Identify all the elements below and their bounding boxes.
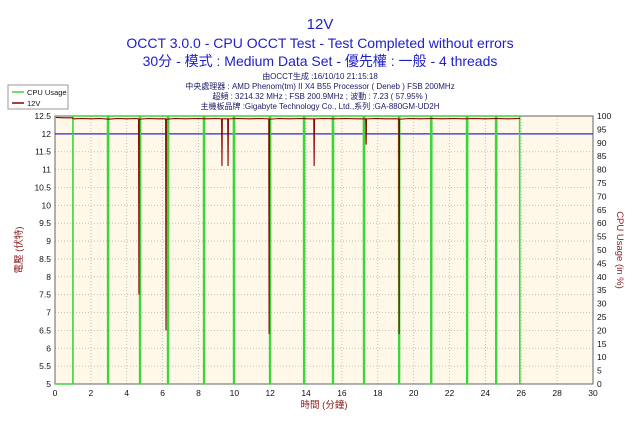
right-axis-tick-label: 25 xyxy=(597,312,607,322)
right-axis-tick-label: 45 xyxy=(597,258,607,268)
x-axis-tick-label: 24 xyxy=(481,388,491,398)
right-axis-tick-label: 35 xyxy=(597,285,607,295)
legend-label-12v: 12V xyxy=(27,99,40,108)
series-lines xyxy=(55,115,521,385)
x-axis-tick-label: 6 xyxy=(160,388,165,398)
right-axis-tick-label: 70 xyxy=(597,191,607,201)
right-axis-tick-label: 80 xyxy=(597,165,607,175)
right-axis-tick-label: 85 xyxy=(597,151,607,161)
series-line-12v xyxy=(55,116,521,334)
info-generated: 由OCCT生成 :16/10/10 21:15:18 xyxy=(262,71,378,81)
left-axis-tick-labels: 5 5.5 6 6.5 7 7.5 8 8.5 9 9.5 10 10.5 11 11.5 12 12.5 xyxy=(34,111,51,389)
left-axis-tick-label: 6 xyxy=(46,343,51,353)
x-axis-tick-label: 8 xyxy=(196,388,201,398)
right-axis-tick-label: 30 xyxy=(597,299,607,309)
x-axis-tick-label: 12 xyxy=(265,388,275,398)
right-axis-tick-label: 75 xyxy=(597,178,607,188)
x-axis-tick-label: 16 xyxy=(337,388,347,398)
x-axis-tick-label: 2 xyxy=(88,388,93,398)
x-axis-title: 時間 (分鐘) xyxy=(301,399,348,411)
right-axis-tick-label: 65 xyxy=(597,205,607,215)
left-axis-tick-label: 11 xyxy=(42,165,51,175)
right-axis-tick-label: 40 xyxy=(597,272,607,282)
plot-area xyxy=(55,116,593,384)
left-axis-tick-label: 5.5 xyxy=(39,361,51,371)
series-line-cpu-usage xyxy=(55,115,521,385)
x-axis-tick-label: 14 xyxy=(301,388,311,398)
chart-subtitle-settings: 30分 - 模式 : Medium Data Set - 優先權 : 一般 - … xyxy=(143,53,498,69)
left-axis-tick-label: 9.5 xyxy=(39,218,51,228)
x-axis-tick-label: 26 xyxy=(517,388,527,398)
left-axis-tick-label: 8.5 xyxy=(39,254,51,264)
x-axis-tick-label: 28 xyxy=(552,388,562,398)
left-axis-tick-label: 8 xyxy=(46,272,51,282)
left-axis-tick-label: 12.5 xyxy=(34,111,51,121)
right-axis-tick-label: 90 xyxy=(597,138,607,148)
chart-title: 12V xyxy=(307,16,334,33)
right-axis-tick-label: 60 xyxy=(597,218,607,228)
right-axis-tick-label: 0 xyxy=(597,379,602,389)
right-axis-tick-label: 10 xyxy=(597,352,607,362)
left-axis-tick-label: 11.5 xyxy=(35,147,51,157)
legend-label-cpu-usage: CPU Usage xyxy=(27,88,67,97)
legend-box xyxy=(7,84,69,110)
x-axis-tick-label: 20 xyxy=(409,388,419,398)
right-axis-tick-label: 95 xyxy=(597,124,607,134)
left-axis-tick-label: 5 xyxy=(46,379,51,389)
left-axis-tick-label: 10.5 xyxy=(34,182,51,192)
left-axis-tick-label: 10 xyxy=(42,200,52,210)
right-axis-tick-label: 20 xyxy=(597,325,607,335)
left-axis-title: 電壓 (伏特) xyxy=(13,227,25,274)
x-axis-tick-label: 18 xyxy=(373,388,383,398)
info-cpu: 中央處理器 : AMD Phenom(tm) II X4 B55 Process… xyxy=(185,81,454,91)
x-axis-tick-label: 30 xyxy=(588,388,598,398)
left-axis-tick-label: 7 xyxy=(46,308,51,318)
right-axis-tick-label: 100 xyxy=(597,111,611,121)
chart-subtitle-test: OCCT 3.0.0 - CPU OCCT Test - Test Comple… xyxy=(126,35,513,51)
left-axis-tick-label: 6.5 xyxy=(39,325,51,335)
right-axis-tick-label: 15 xyxy=(597,339,607,349)
info-overclock: 超頻 : 3214.32 MHz ; FSB 200.9MHz ; 波動 : 7… xyxy=(212,91,428,101)
right-axis-tick-label: 50 xyxy=(597,245,607,255)
right-axis-tick-label: 5 xyxy=(597,366,602,376)
right-axis-title: CPU Usage (in %) xyxy=(614,211,625,289)
left-axis-tick-label: 9 xyxy=(46,236,51,246)
x-axis-tick-label: 22 xyxy=(445,388,455,398)
left-axis-tick-label: 12 xyxy=(42,129,52,139)
left-axis-tick-label: 7.5 xyxy=(39,290,51,300)
x-axis-tick-label: 10 xyxy=(230,388,240,398)
x-axis-tick-label: 4 xyxy=(124,388,129,398)
x-axis-tick-label: 0 xyxy=(53,388,58,398)
right-axis-tick-label: 55 xyxy=(597,232,607,242)
x-axis-tick-labels: 0 2 4 6 8 10 12 14 16 18 20 22 24 26 28 30 xyxy=(53,388,598,398)
info-motherboard: 主機板品牌 :Gigabyte Technology Co., Ltd.,系列 … xyxy=(200,101,439,111)
legend: CPU Usage 12V xyxy=(7,84,69,110)
right-axis-tick-labels: 0 5 10 15 20 25 30 35 40 45 50 55 60 65 70 75 80 85 90 95 10… xyxy=(597,111,611,389)
